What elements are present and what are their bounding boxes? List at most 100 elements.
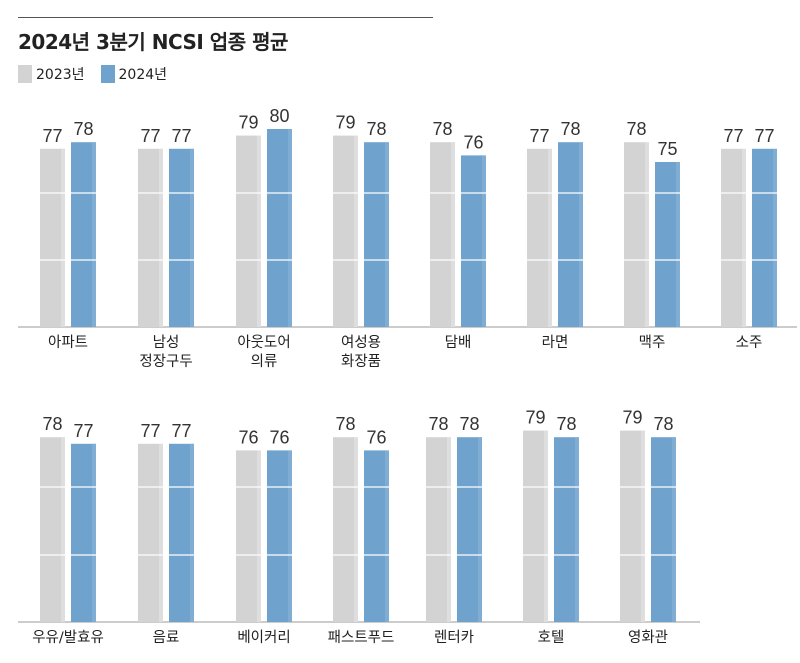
bar-shade (385, 142, 389, 327)
bar-2023 (333, 135, 358, 327)
bar-shade (742, 148, 746, 327)
bar-2023 (527, 148, 552, 327)
bar-shade (257, 450, 261, 622)
category-label: 영화관 (628, 629, 668, 646)
value-label: 77 (171, 421, 191, 441)
value-label: 76 (366, 427, 386, 447)
bar-2024 (71, 443, 96, 622)
value-label: 77 (140, 126, 160, 146)
bar-2024 (364, 450, 389, 622)
legend-label-2023: 2023년 (36, 67, 85, 83)
bar-2024 (651, 437, 676, 622)
bar-2024 (169, 443, 194, 622)
bar-2024 (457, 437, 482, 622)
value-label: 77 (42, 126, 62, 146)
bar-shade (159, 443, 163, 622)
value-label: 78 (560, 119, 580, 139)
value-label: 77 (140, 421, 160, 441)
category-label: 렌터카 (434, 629, 474, 646)
bar-2024 (554, 437, 579, 622)
category-label: 베이커리 (237, 629, 290, 646)
value-label: 77 (529, 126, 549, 146)
bar-2023 (236, 450, 261, 622)
bar-2023 (236, 135, 261, 327)
bar-shade (579, 142, 583, 327)
bar-2023 (721, 148, 746, 327)
value-label: 79 (335, 113, 355, 133)
category-label: 화장품 (341, 353, 381, 370)
bar-2024 (558, 142, 583, 327)
bar-shade (478, 437, 482, 622)
value-label: 77 (723, 126, 743, 146)
bar-2024 (267, 450, 292, 622)
category-label: 소주 (736, 335, 763, 351)
value-label: 75 (657, 139, 677, 159)
legend: 2023년 2024년 (18, 64, 183, 84)
bar-2023 (620, 430, 645, 622)
value-label: 78 (459, 414, 479, 434)
category-label: 남성 (153, 334, 180, 351)
category-label: 패스트푸드 (328, 629, 395, 646)
value-label: 76 (238, 427, 258, 447)
bar-2024 (364, 142, 389, 327)
bar-shade (451, 142, 455, 327)
value-label: 79 (525, 408, 545, 428)
value-label: 78 (42, 414, 62, 434)
bar-2024 (169, 148, 194, 327)
category-label: 맥주 (639, 334, 666, 351)
bar-shade (676, 162, 680, 327)
bar-shade (257, 135, 261, 327)
bar-shade (575, 437, 579, 622)
category-label: 의류 (251, 353, 278, 370)
bar-shade (773, 148, 777, 327)
bar-2023 (624, 142, 649, 327)
legend-swatch-2023 (18, 65, 32, 83)
bar-2023 (138, 148, 163, 327)
category-label: 여성용 (341, 334, 381, 351)
bar-2023 (40, 148, 65, 327)
bar-shade (354, 135, 358, 327)
bar-2024 (267, 129, 292, 327)
value-label: 77 (73, 421, 93, 441)
bar-2023 (333, 437, 358, 622)
value-label: 79 (238, 113, 258, 133)
value-label: 77 (171, 126, 191, 146)
bar-shade (92, 142, 96, 327)
value-label: 78 (626, 119, 646, 139)
category-label: 정장구두 (139, 353, 192, 370)
bar-2023 (523, 430, 548, 622)
value-label: 76 (269, 427, 289, 447)
category-label: 호텔 (538, 629, 565, 646)
bar-shade (190, 148, 194, 327)
chart-title: 2024년 3분기 NCSI 업종 평균 (18, 30, 288, 54)
value-label: 78 (335, 414, 355, 434)
category-label: 우유/발효유 (32, 629, 104, 646)
bar-shade (447, 437, 451, 622)
value-label: 78 (432, 119, 452, 139)
value-label: 76 (463, 132, 483, 152)
value-label: 78 (73, 119, 93, 139)
bar-shade (645, 142, 649, 327)
category-label: 아웃도어 (237, 334, 290, 351)
category-label: 라면 (542, 334, 569, 351)
bar-shade (190, 443, 194, 622)
bar-shade (61, 148, 65, 327)
category-label: 음료 (153, 630, 180, 646)
bar-2024 (461, 155, 486, 327)
legend-label-2024: 2024년 (118, 67, 168, 83)
value-label: 78 (653, 414, 673, 434)
top-rule (18, 17, 433, 18)
value-label: 78 (428, 414, 448, 434)
bar-shade (92, 443, 96, 622)
bar-2023 (426, 437, 451, 622)
bar-2024 (71, 142, 96, 327)
value-label: 80 (269, 106, 289, 126)
bar-shade (548, 148, 552, 327)
bar-2024 (752, 148, 777, 327)
value-label: 79 (622, 408, 642, 428)
bar-shade (61, 437, 65, 622)
bar-shade (482, 155, 486, 327)
bar-shade (288, 450, 292, 622)
value-label: 77 (754, 126, 774, 146)
